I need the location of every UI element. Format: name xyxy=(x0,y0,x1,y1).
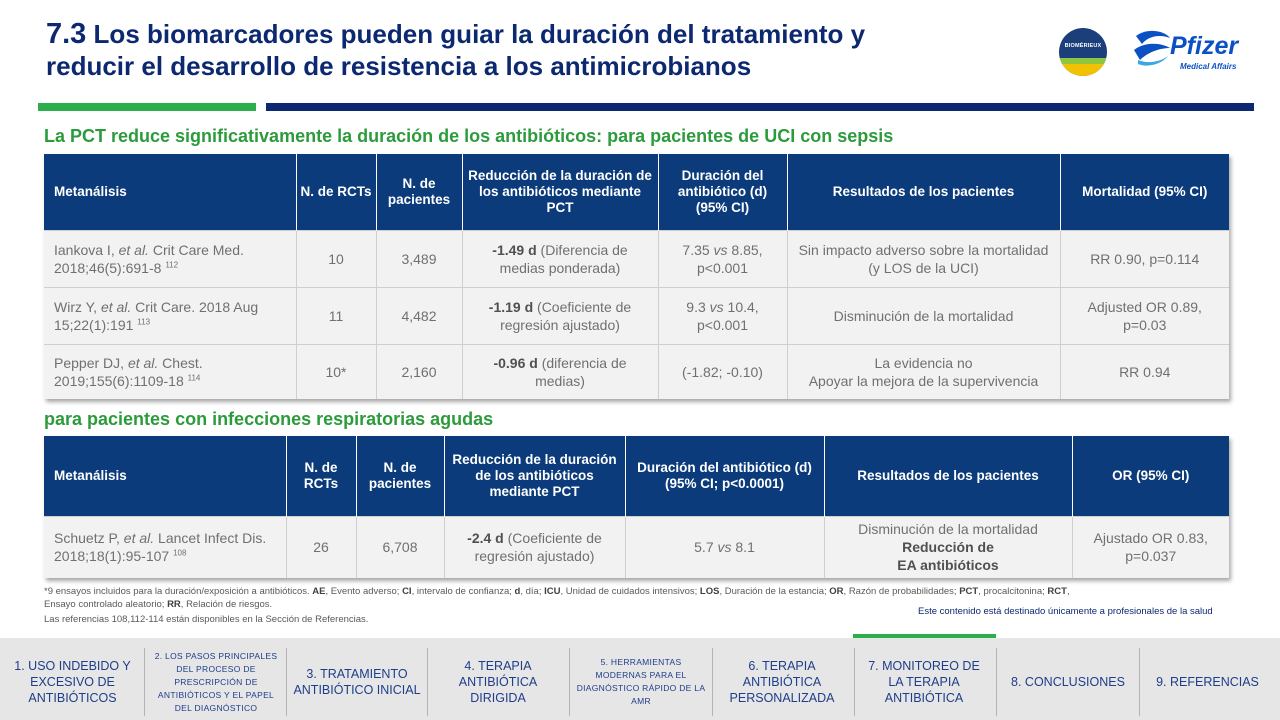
table-row: Schuetz P, et al. Lancet Infect Dis. 201… xyxy=(44,515,1229,578)
references-note: Las referencias 108,112-114 están dispon… xyxy=(44,614,369,625)
col-header-reduction: Reducción de la duración de los antibiót… xyxy=(461,154,658,230)
table-row: Pepper DJ, et al. Chest. 2019;155(6):110… xyxy=(44,343,1229,399)
study-cell: Wirz Y, et al. Crit Care. 2018 Aug 15;22… xyxy=(44,286,296,344)
nav-item-4[interactable]: 4. TERAPIA ANTIBIÓTICA DIRIGIDA xyxy=(458,659,538,705)
col-header-outcomes: Resultados de los pacientes xyxy=(823,436,1072,516)
outcome-cell: Disminución de la mortalidad xyxy=(786,286,1060,344)
col-header-metaanalysis: Metanálisis xyxy=(44,154,296,230)
section1-heading: La PCT reduce significativamente la dura… xyxy=(44,126,894,146)
reduction-cell: -1.49 d (Diferencia de medias ponderada) xyxy=(461,229,658,287)
accent-bar-green xyxy=(38,103,256,111)
bottom-navigation: 1. USO INDEBIDO Y EXCESIVO DE ANTIBIÓTIC… xyxy=(0,638,1280,720)
biomerieux-logo-text: BIOMÉRIEUX xyxy=(1064,43,1102,49)
pfizer-helix-icon xyxy=(1134,30,1170,66)
study-cell: Schuetz P, et al. Lancet Infect Dis. 201… xyxy=(44,515,286,578)
rcts-cell: 26 xyxy=(285,515,356,578)
patients-cell: 3,489 xyxy=(375,229,462,287)
nav-divider xyxy=(854,648,855,716)
logo-band-green xyxy=(1059,58,1107,64)
nav-item-1[interactable]: 1. USO INDEBIDO Y EXCESIVO DE ANTIBIÓTIC… xyxy=(14,659,131,705)
duration-cell: 5.7 vs 8.1 xyxy=(624,515,824,578)
col-header-duration: Duración del antibiótico (d) (95% CI) xyxy=(657,154,787,230)
col-header-rcts: N. de RCTs xyxy=(285,436,356,516)
nav-divider xyxy=(427,648,428,716)
nav-divider xyxy=(1139,648,1140,716)
patients-cell: 2,160 xyxy=(375,343,462,399)
reduction-cell: -1.19 d (Coeficiente de regresión ajusta… xyxy=(461,286,658,344)
study-cell: Iankova I, et al. Crit Care Med. 2018;46… xyxy=(44,229,296,287)
patients-cell: 4,482 xyxy=(375,286,462,344)
outcome-cell: La evidencia no Apoyar la mejora de la su… xyxy=(786,343,1060,399)
mortality-cell: Adjusted OR 0.89, p=0.03 xyxy=(1059,286,1229,344)
table-row: Wirz Y, et al. Crit Care. 2018 Aug 15;22… xyxy=(44,286,1229,344)
reduction-cell: -0.96 d (diferencia de medias) xyxy=(461,343,658,399)
outcome-cell: Disminución de la mortalidad Reducción de… xyxy=(823,515,1072,578)
duration-cell: (-1.82; -0.10) xyxy=(657,343,787,399)
section2-heading: para pacientes con infecciones respirato… xyxy=(44,409,494,429)
table-header-row: Metanálisis N. de RCTs N. de pacientes R… xyxy=(44,436,1229,516)
col-header-rcts: N. de RCTs xyxy=(295,154,376,230)
nav-divider xyxy=(286,648,287,716)
nav-item-9[interactable]: 9. REFERENCIAS xyxy=(1156,675,1259,689)
col-header-or: OR (95% CI) xyxy=(1071,436,1229,516)
study-cell: Pepper DJ, et al. Chest. 2019;155(6):110… xyxy=(44,343,296,399)
mortality-cell: RR 0.94 xyxy=(1059,343,1229,399)
nav-divider xyxy=(996,648,997,716)
nav-divider xyxy=(569,648,570,716)
accent-bar-navy xyxy=(266,103,1254,111)
col-header-metaanalysis: Metanálisis xyxy=(44,436,286,516)
nav-item-5[interactable]: 5. HERRAMIENTAS MODERNAS PARA EL DIAGNÓS… xyxy=(576,657,706,706)
patients-cell: 6,708 xyxy=(355,515,444,578)
outcome-cell: Sin impacto adverso sobre la mortalidad … xyxy=(786,229,1060,287)
col-header-duration: Duración del antibiótico (d) (95% CI; p<… xyxy=(624,436,824,516)
respiratory-table: Metanálisis N. de RCTs N. de pacientes R… xyxy=(44,436,1229,578)
pfizer-logo: Pfizer Medical Affairs xyxy=(1130,28,1240,74)
logo-band-yellow xyxy=(1059,64,1107,76)
reduction-cell: -2.4 d (Coeficiente de regresión ajustad… xyxy=(443,515,625,578)
page-title: 7.3 Los biomarcadores pueden guiar la du… xyxy=(46,18,926,82)
rcts-cell: 10 xyxy=(295,229,376,287)
nav-divider xyxy=(144,648,145,716)
nav-item-8[interactable]: 8. CONCLUSIONES xyxy=(1011,675,1125,689)
abbreviations-footnote: *9 ensayos incluidos para la duración/ex… xyxy=(44,586,1070,610)
duration-cell: 7.35 vs 8.85, p<0.001 xyxy=(657,229,787,287)
pfizer-subtitle: Medical Affairs xyxy=(1180,62,1237,71)
duration-cell: 9.3 vs 10.4, p<0.001 xyxy=(657,286,787,344)
pfizer-wordmark: Pfizer xyxy=(1170,32,1239,60)
col-header-reduction: Reducción de la duración de los antibiót… xyxy=(443,436,625,516)
table-row: Iankova I, et al. Crit Care Med. 2018;46… xyxy=(44,229,1229,287)
table-header-row: Metanálisis N. de RCTs N. de pacientes R… xyxy=(44,154,1229,230)
mortality-cell: RR 0.90, p=0.114 xyxy=(1059,229,1229,287)
nav-item-6[interactable]: 6. TERAPIA ANTIBIÓTICA PERSONALIZADA xyxy=(729,659,835,705)
or-cell: Ajustado OR 0.83, p=0.037 xyxy=(1071,515,1229,578)
biomerieux-logo: BIOMÉRIEUX xyxy=(1059,28,1107,76)
rcts-cell: 11 xyxy=(295,286,376,344)
nav-item-3[interactable]: 3. TRATAMIENTO ANTIBIÓTICO INICIAL xyxy=(293,667,421,697)
nav-divider xyxy=(712,648,713,716)
rcts-cell: 10* xyxy=(295,343,376,399)
nav-item-2[interactable]: 2. LOS PASOS PRINCIPALES DEL PROCESO DE … xyxy=(154,650,278,713)
hcp-disclaimer: Este contenido está destinado únicamente… xyxy=(918,606,1213,617)
title-text: Los biomarcadores pueden guiar la duraci… xyxy=(46,19,866,81)
section-number: 7.3 xyxy=(46,18,87,50)
col-header-outcomes: Resultados de los pacientes xyxy=(786,154,1060,230)
sepsis-table: Metanálisis N. de RCTs N. de pacientes R… xyxy=(44,154,1229,399)
col-header-patients: N. de pacientes xyxy=(355,436,444,516)
col-header-patients: N. de pacientes xyxy=(375,154,462,230)
col-header-mortality: Mortalidad (95% CI) xyxy=(1059,154,1229,230)
nav-item-7[interactable]: 7. MONITOREO DE LA TERAPIA ANTIBIÓTICA xyxy=(868,659,980,705)
